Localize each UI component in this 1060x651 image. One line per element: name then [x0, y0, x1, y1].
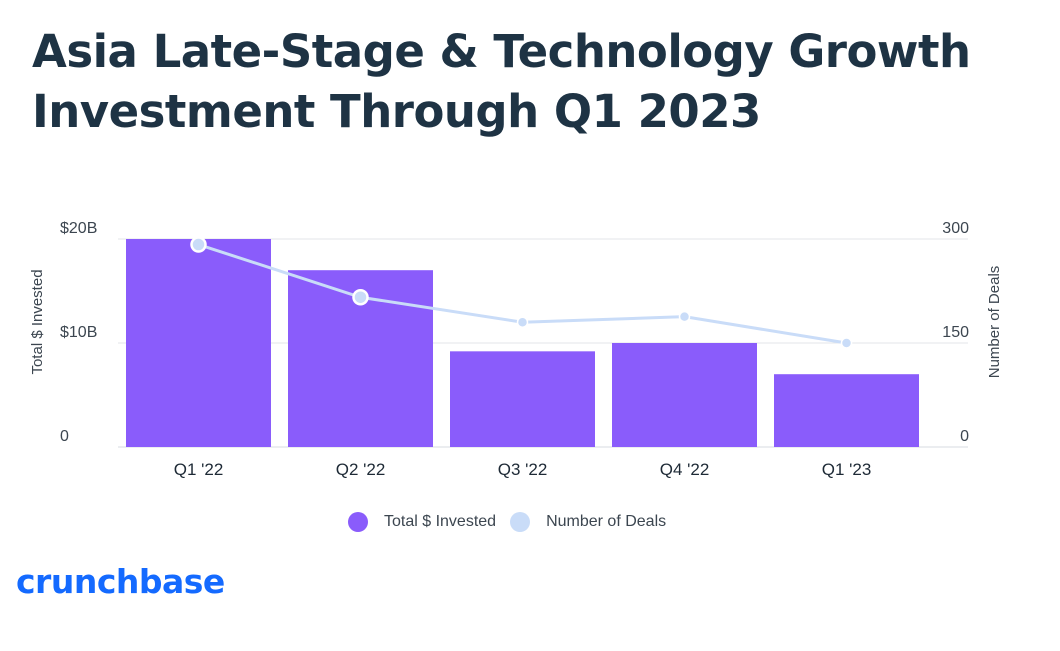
legend-swatch-total-invested	[348, 512, 368, 532]
deals-point-1	[190, 236, 207, 253]
y-tick-label-right: 300	[942, 220, 969, 237]
bar-4	[612, 343, 757, 447]
legend-item-number-of-deals[interactable]: Number of Deals	[510, 512, 666, 532]
deals-point-5	[840, 337, 853, 349]
legend-label-total-invested: Total $ Invested	[384, 513, 497, 530]
crunchbase-logo: crunchbase	[16, 562, 225, 601]
y-axis-title-left: Total $ Invested	[29, 269, 46, 374]
bar-1	[126, 239, 271, 447]
deals-point-2	[352, 288, 369, 306]
y-axis-title-right: Number of Deals	[986, 266, 1003, 379]
x-tick-label: Q1 '23	[822, 460, 872, 479]
x-tick-label: Q4 '22	[660, 460, 710, 479]
y-tick-label-left: $10B	[60, 324, 97, 341]
y-tick-label-right: 150	[942, 324, 969, 341]
chart-legend: Total $ Invested Number of Deals	[348, 512, 680, 532]
bar-3	[450, 351, 595, 447]
chart-title-line-2: Investment Through Q1 2023	[32, 85, 761, 138]
x-tick-label: Q1 '22	[174, 460, 224, 479]
chart-title-line-1: Asia Late-Stage & Technology Growth	[32, 25, 971, 78]
x-tick-label: Q3 '22	[498, 460, 548, 479]
deals-point-4	[678, 310, 691, 323]
chart-title: Asia Late-Stage & Technology Growth Inve…	[32, 22, 1032, 142]
legend-swatch-number-of-deals	[510, 512, 531, 532]
legend-item-total-invested[interactable]: Total $ Invested	[348, 512, 496, 532]
bar-5	[774, 374, 919, 447]
x-tick-label: Q2 '22	[336, 460, 386, 479]
y-tick-label-right: 0	[960, 428, 969, 445]
y-tick-label-left: $20B	[60, 220, 97, 237]
y-tick-label-left: 0	[60, 428, 69, 445]
deals-point-3	[516, 316, 529, 328]
legend-label-number-of-deals: Number of Deals	[546, 513, 667, 530]
